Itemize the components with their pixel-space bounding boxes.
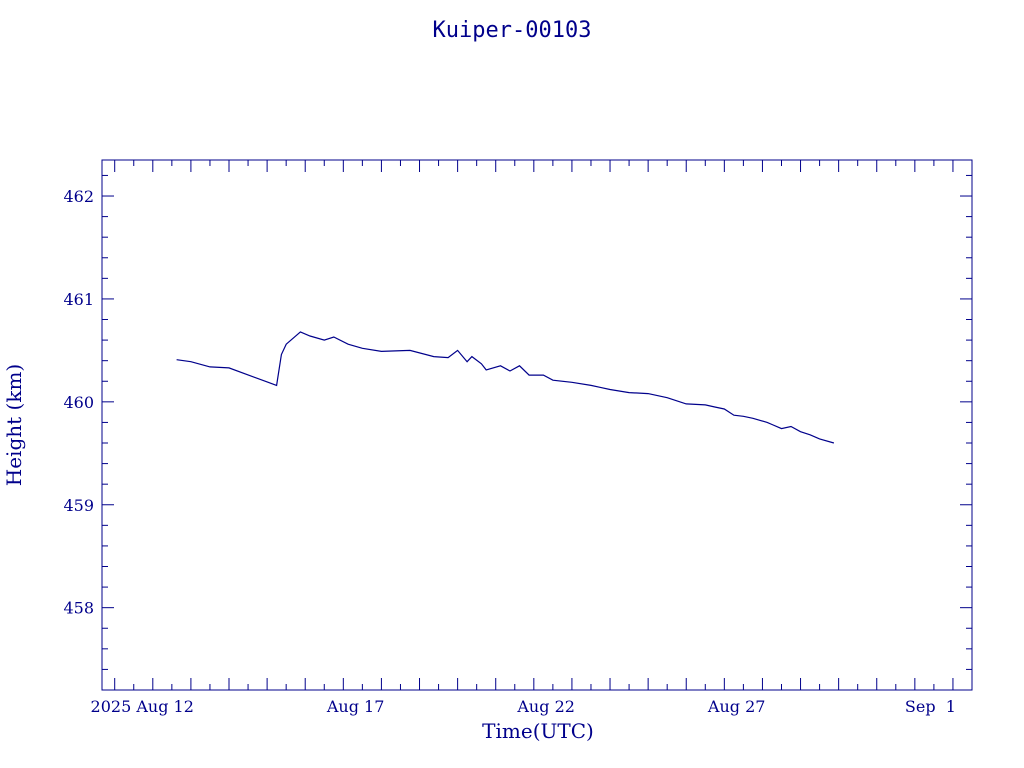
x-tick-label: Aug 17 bbox=[326, 697, 385, 716]
chart-title: Kuiper-00103 bbox=[433, 18, 592, 43]
y-axis-label: Height (km) bbox=[2, 364, 26, 486]
y-tick-label: 462 bbox=[63, 187, 94, 206]
x-axis-label: Time(UTC) bbox=[482, 719, 594, 743]
y-tick-labels: 458 459 460 461 462 bbox=[63, 187, 94, 618]
y-tick-label: 459 bbox=[63, 496, 94, 515]
y-tick-label: 461 bbox=[63, 290, 94, 309]
x-tick-label: 2025 Aug 12 bbox=[91, 697, 194, 716]
x-tick-label: Aug 22 bbox=[516, 697, 575, 716]
y-tick-label: 460 bbox=[63, 393, 94, 412]
axis-ticks bbox=[102, 160, 973, 691]
series-line bbox=[176, 331, 835, 444]
x-tick-label: Sep 1 bbox=[905, 697, 956, 716]
y-tick-label: 458 bbox=[63, 599, 94, 618]
x-tick-label: Aug 27 bbox=[707, 697, 766, 716]
plot-frame bbox=[101, 159, 973, 691]
x-tick-labels: 2025 Aug 12 Aug 17 Aug 22 Aug 27 Sep 1 bbox=[91, 697, 956, 716]
